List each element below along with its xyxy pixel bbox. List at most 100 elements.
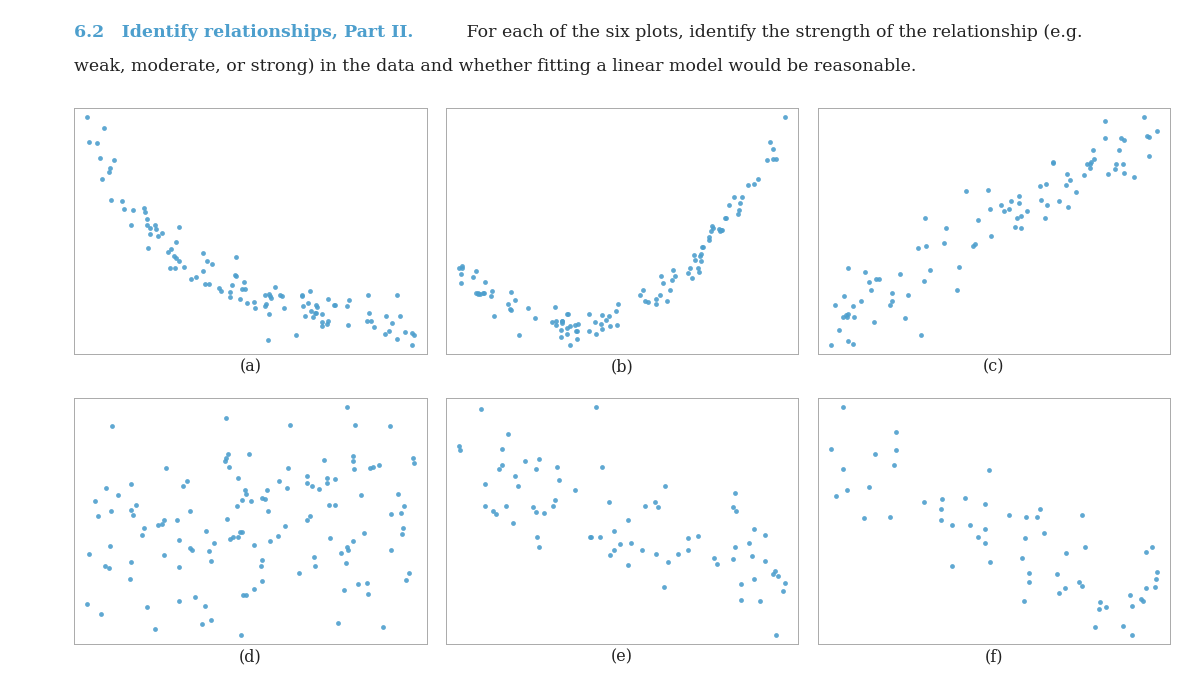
Point: [227, 271, 246, 282]
Point: [1074, 169, 1093, 180]
Point: [193, 266, 212, 277]
Point: [392, 528, 412, 539]
Point: [838, 311, 857, 322]
Point: [156, 463, 175, 474]
Point: [1136, 583, 1156, 594]
Point: [205, 537, 224, 548]
Point: [1031, 181, 1050, 192]
Point: [725, 191, 744, 203]
X-axis label: (e): (e): [611, 648, 634, 665]
Point: [834, 290, 853, 301]
Point: [1081, 157, 1100, 168]
Point: [1080, 163, 1099, 174]
Point: [552, 315, 571, 326]
Point: [678, 545, 697, 556]
Point: [618, 560, 637, 571]
Point: [336, 557, 355, 568]
Point: [287, 330, 306, 341]
Point: [394, 523, 413, 534]
Point: [1140, 151, 1159, 162]
Point: [552, 331, 571, 342]
Point: [450, 444, 469, 455]
Point: [140, 228, 160, 239]
Point: [864, 317, 883, 328]
Point: [202, 615, 221, 626]
Point: [319, 499, 338, 510]
Point: [964, 240, 983, 251]
Point: [829, 325, 848, 336]
Point: [701, 226, 720, 237]
Point: [451, 278, 470, 289]
Point: [1122, 629, 1141, 640]
Point: [881, 300, 900, 311]
Point: [277, 483, 296, 494]
Point: [660, 284, 679, 295]
Point: [976, 537, 995, 548]
Point: [318, 319, 337, 330]
Point: [608, 299, 628, 310]
Point: [269, 476, 288, 487]
Point: [1030, 503, 1049, 514]
Point: [979, 184, 998, 196]
Point: [114, 204, 133, 215]
Point: [306, 308, 325, 319]
Point: [545, 494, 564, 505]
Point: [860, 284, 880, 295]
Point: [707, 558, 726, 569]
Point: [328, 617, 347, 628]
Point: [684, 249, 703, 260]
Point: [632, 544, 652, 555]
Point: [692, 242, 712, 253]
Point: [338, 544, 358, 555]
Point: [467, 265, 486, 276]
Point: [167, 514, 186, 525]
Point: [743, 551, 762, 562]
Point: [376, 329, 395, 340]
Point: [314, 454, 334, 465]
Point: [744, 523, 763, 534]
Point: [689, 530, 708, 541]
Point: [1044, 157, 1063, 168]
Point: [198, 255, 217, 267]
Point: [890, 269, 910, 280]
Point: [155, 550, 174, 561]
Point: [464, 271, 484, 282]
Point: [914, 276, 934, 287]
Point: [1096, 116, 1115, 127]
Point: [1121, 590, 1140, 601]
Point: [178, 475, 197, 487]
Point: [493, 444, 512, 455]
Point: [370, 459, 389, 470]
Point: [246, 302, 265, 313]
Point: [883, 287, 902, 298]
Point: [833, 464, 852, 475]
Point: [976, 498, 995, 509]
Point: [481, 291, 500, 302]
Point: [96, 483, 115, 494]
Point: [224, 532, 244, 543]
Point: [258, 334, 277, 345]
Point: [245, 539, 264, 551]
Point: [767, 629, 786, 640]
Point: [140, 223, 160, 234]
Point: [301, 306, 320, 317]
Point: [80, 136, 100, 148]
Point: [174, 480, 193, 491]
Point: [169, 256, 188, 267]
Point: [844, 301, 863, 312]
Point: [260, 536, 280, 547]
Point: [212, 285, 232, 296]
Point: [167, 237, 186, 248]
Point: [568, 333, 587, 344]
Point: [85, 496, 104, 507]
Point: [1000, 509, 1019, 520]
Point: [302, 480, 322, 491]
Point: [600, 310, 619, 322]
Point: [654, 278, 673, 289]
Point: [755, 555, 774, 567]
Point: [79, 548, 98, 560]
Point: [856, 267, 875, 278]
Point: [235, 484, 254, 496]
Point: [966, 239, 985, 250]
Point: [124, 509, 143, 521]
